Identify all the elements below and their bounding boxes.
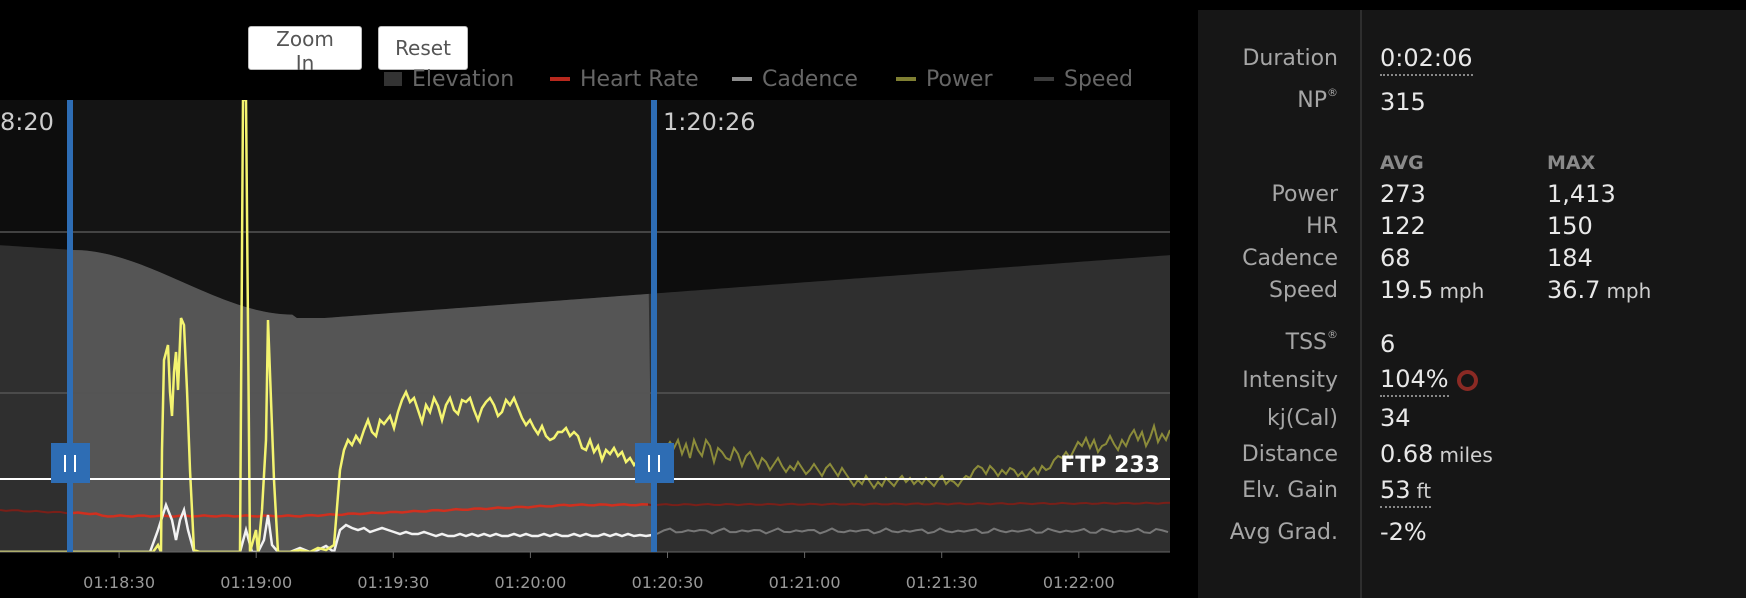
legend-label: Cadence: [762, 66, 858, 92]
x-tick-label: 01:20:00: [494, 573, 566, 592]
kj-label: kj(Cal): [1267, 406, 1338, 431]
np-label: NP®: [1297, 86, 1338, 113]
chart-area[interactable]: FTP 233 0001:18:3001:19:0001:19:3001:20:…: [0, 0, 1198, 598]
x-tick-label: 01:18:30: [83, 573, 155, 592]
power-avg: 273: [1380, 180, 1426, 208]
x-tick-label: 01:21:30: [906, 573, 978, 592]
legend-label: Elevation: [412, 66, 515, 92]
legend-label: Heart Rate: [580, 66, 699, 92]
hr-max: 150: [1547, 212, 1593, 240]
elv-gain-label: Elv. Gain: [1242, 478, 1338, 503]
x-tick-label: 01:22:00: [1043, 573, 1115, 592]
cadence-swatch: [732, 77, 752, 81]
panel-divider: [1360, 10, 1362, 598]
ftp-label: FTP 233: [1060, 453, 1160, 478]
power-series: [653, 422, 1170, 490]
cadence-avg: 68: [1380, 244, 1411, 272]
intensity-indicator-icon[interactable]: [1457, 370, 1478, 391]
hr-label: HR: [1306, 214, 1338, 239]
intensity-label: Intensity: [1242, 368, 1338, 393]
heart-rate-series-selected: [71, 502, 649, 518]
x-tick-label: 01:19:30: [357, 573, 429, 592]
cadence-series: [651, 527, 1169, 536]
kj-value: 34: [1380, 404, 1411, 432]
speed-label: Speed: [1269, 278, 1338, 303]
x-tick-label: 01:21:00: [769, 573, 841, 592]
stats-panel: [1198, 10, 1746, 598]
avg-header: AVG: [1380, 152, 1424, 174]
avg-grade-label: Avg Grad.: [1229, 520, 1338, 545]
range-end-label: 1:20:26: [663, 108, 756, 136]
hr-avg: 122: [1380, 212, 1426, 240]
elevation-area-selected: [68, 249, 653, 552]
power-label: Power: [1271, 182, 1338, 207]
duration-label: Duration: [1242, 46, 1338, 71]
cadence-label: Cadence: [1242, 246, 1338, 271]
range-start-handle[interactable]: [51, 100, 90, 552]
intensity-value[interactable]: 104%: [1380, 365, 1449, 397]
x-axis-ticks: 0001:18:3001:19:0001:19:3001:20:0001:20:…: [83, 552, 1115, 592]
duration-value[interactable]: 0:02:06: [1380, 44, 1473, 76]
legend-item-elevation[interactable]: Elevation: [384, 66, 514, 92]
power-swatch: [896, 77, 916, 81]
legend-item-cadence[interactable]: Cadence: [732, 66, 858, 92]
elv-gain-value[interactable]: 53 ft: [1380, 476, 1432, 508]
x-tick-label: 01:19:00: [220, 573, 292, 592]
power-series-selected: [0, 100, 651, 552]
range-end-handle[interactable]: [635, 100, 674, 552]
legend-label: Speed: [1064, 66, 1133, 92]
distance-label: Distance: [1241, 442, 1338, 467]
np-value: 315: [1380, 88, 1426, 116]
avg-grade-value: -2%: [1380, 518, 1427, 546]
x-tick-label: 01:20:30: [632, 573, 704, 592]
legend-item-speed[interactable]: Speed: [1034, 66, 1133, 92]
tss-label: TSS®: [1285, 328, 1338, 355]
tss-value: 6: [1380, 330, 1396, 358]
distance-value: 0.68 miles: [1380, 440, 1493, 468]
cadence-max: 184: [1547, 244, 1593, 272]
legend-label: Power: [926, 66, 993, 92]
legend-item-heart-rate[interactable]: Heart Rate: [550, 66, 699, 92]
heart-rate-swatch: [550, 77, 570, 81]
speed-avg: 19.5 mph: [1380, 276, 1485, 304]
speed-max: 36.7 mph: [1547, 276, 1652, 304]
speed-swatch: [1034, 77, 1054, 81]
power-max: 1,413: [1547, 180, 1616, 208]
reset-button[interactable]: Reset: [378, 26, 468, 70]
range-start-label: 8:20: [0, 108, 54, 136]
elevation-swatch: [384, 72, 402, 86]
legend-item-power[interactable]: Power: [896, 66, 993, 92]
cadence-series-selected: [0, 501, 653, 552]
max-header: MAX: [1547, 152, 1596, 174]
zoom-in-button[interactable]: Zoom In: [248, 26, 362, 75]
ride-chart[interactable]: FTP 233 0001:18:3001:19:0001:19:3001:20:…: [0, 0, 1198, 598]
